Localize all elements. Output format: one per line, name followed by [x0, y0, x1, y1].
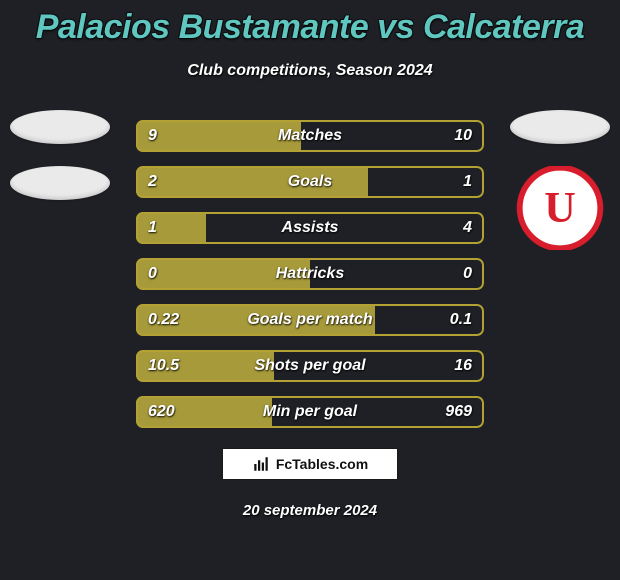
stat-left-value: 620 — [148, 396, 175, 428]
snapshot-date: 20 september 2024 — [0, 502, 620, 519]
stat-right-value: 4 — [463, 212, 472, 244]
stat-label: Goals per match — [136, 304, 484, 336]
club-crest-universitario: U — [510, 166, 610, 250]
stat-left-value: 10.5 — [148, 350, 179, 382]
stat-right-value: 1 — [463, 166, 472, 198]
stat-right-value: 0.1 — [450, 304, 472, 336]
stat-label: Min per goal — [136, 396, 484, 428]
right-player-crests: U — [500, 110, 620, 250]
club-crest-placeholder — [510, 110, 610, 144]
stat-left-value: 0 — [148, 258, 157, 290]
stat-row: Min per goal620 969 — [136, 396, 484, 428]
stat-label: Assists — [136, 212, 484, 244]
stat-row: Hattricks0 0 — [136, 258, 484, 290]
comparison-title: Palacios Bustamante vs Calcaterra — [0, 8, 620, 47]
stat-label: Shots per goal — [136, 350, 484, 382]
stat-row: Goals per match0.22 0.1 — [136, 304, 484, 336]
stat-right-value: 969 — [445, 396, 472, 428]
stat-left-value: 2 — [148, 166, 157, 198]
stat-label: Hattricks — [136, 258, 484, 290]
attribution-badge: FcTables.com — [222, 448, 398, 480]
season-subtitle: Club competitions, Season 2024 — [0, 62, 620, 80]
stat-label: Matches — [136, 120, 484, 152]
stat-row: Matches9 10 — [136, 120, 484, 152]
stat-row: Goals2 1 — [136, 166, 484, 198]
stat-right-value: 10 — [454, 120, 472, 152]
club-crest-placeholder — [10, 110, 110, 144]
bar-chart-icon — [252, 455, 270, 473]
stat-row: Shots per goal10.5 16 — [136, 350, 484, 382]
stat-right-value: 16 — [454, 350, 472, 382]
svg-text:U: U — [544, 183, 576, 231]
attribution-text: FcTables.com — [276, 456, 368, 472]
stat-label: Goals — [136, 166, 484, 198]
stat-left-value: 0.22 — [148, 304, 179, 336]
stat-row: Assists1 4 — [136, 212, 484, 244]
stat-right-value: 0 — [463, 258, 472, 290]
stat-left-value: 9 — [148, 120, 157, 152]
stat-left-value: 1 — [148, 212, 157, 244]
club-crest-placeholder — [10, 166, 110, 200]
left-player-crests — [0, 110, 120, 200]
stats-comparison-bars: Matches910Goals21Assists14Hattricks00Goa… — [136, 120, 484, 428]
